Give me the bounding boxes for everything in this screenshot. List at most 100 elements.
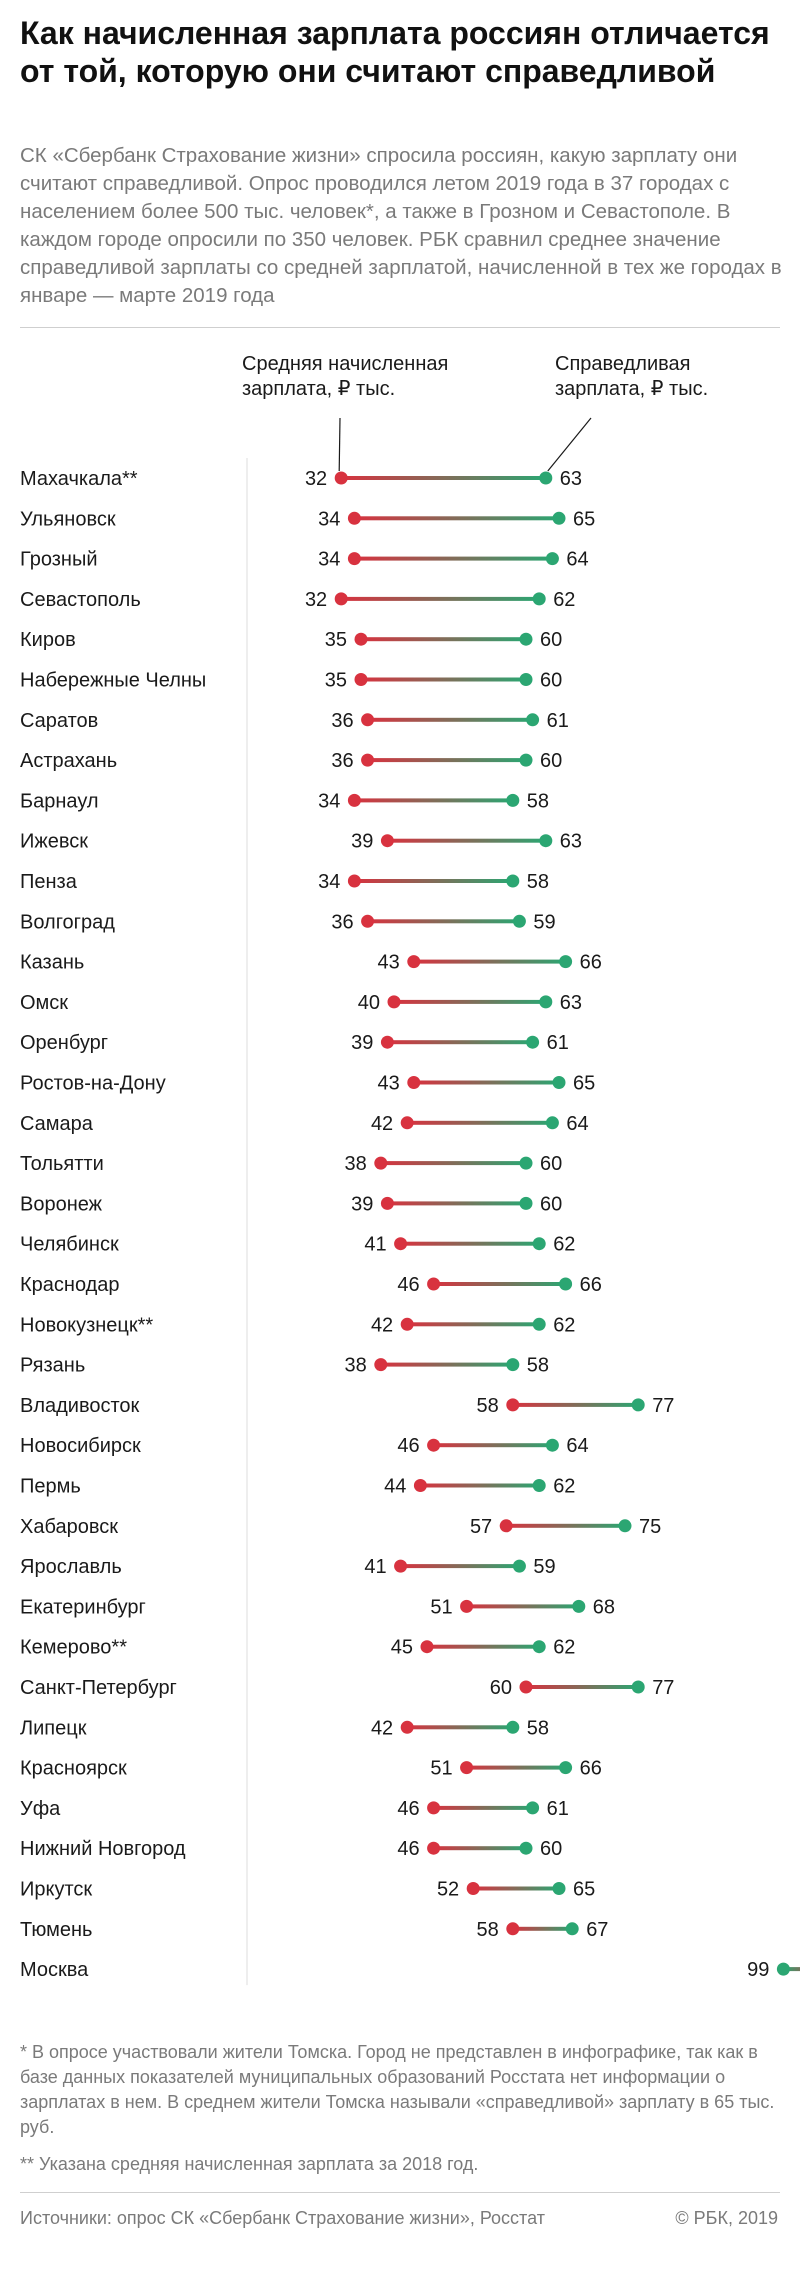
fair-dot (618, 1519, 632, 1533)
fair-dot (552, 1076, 566, 1089)
fair-value-label: 60 (540, 1193, 562, 1215)
dumbbell-connector (473, 1886, 559, 1891)
bottom-divider (20, 2192, 780, 2193)
accrued-value-label: 36 (331, 710, 353, 732)
fair-value-label: 61 (547, 1798, 569, 1820)
city-label: Ярославль (20, 1556, 122, 1578)
accrued-value-label: 34 (318, 549, 340, 571)
fair-value-label: 62 (553, 1314, 575, 1336)
fair-dot (631, 1680, 645, 1694)
city-label: Казань (20, 952, 84, 974)
accrued-value-label: 42 (371, 1717, 393, 1739)
dumbbell-connector (400, 1241, 540, 1246)
fair-dot (532, 1479, 546, 1492)
city-label: Кемерово** (20, 1637, 127, 1659)
accrued-dot (334, 592, 348, 606)
fair-dot (572, 1599, 586, 1613)
fair-value-label: 63 (560, 831, 582, 853)
accrued-dot (347, 874, 361, 888)
accrued-dot (519, 1680, 533, 1694)
fair-value-label: 62 (553, 1234, 575, 1256)
fair-dot (559, 1277, 573, 1291)
fair-dot (506, 874, 520, 888)
accrued-value-label: 34 (318, 508, 340, 530)
fair-value-label: 61 (547, 710, 569, 732)
fair-dot (532, 1237, 546, 1251)
fair-dot (539, 995, 553, 1009)
fair-dot (565, 1922, 579, 1936)
accrued-value-label: 34 (318, 871, 340, 893)
accrued-dot (427, 1841, 441, 1855)
accrued-dot (506, 1922, 520, 1936)
fair-dot (519, 753, 533, 767)
accrued-dot (466, 1882, 480, 1895)
fair-value-label: 65 (573, 508, 595, 530)
dumbbell-connector (407, 1120, 553, 1125)
city-label: Набережные Челны (20, 670, 206, 692)
dumbbell-connector (526, 1685, 639, 1689)
city-label: Ижевск (20, 831, 88, 853)
city-label: Красноярск (20, 1758, 127, 1780)
footnotes: * В опросе участвовали жители Томска. Го… (20, 2040, 780, 2189)
accrued-value-label: 36 (331, 750, 353, 772)
legend-accrued-line1: Средняя начисленная (242, 353, 448, 375)
city-label: Нижний Новгород (20, 1838, 186, 1860)
dumbbell-connector (354, 798, 513, 803)
fair-dot (526, 713, 540, 727)
accrued-value-label: 44 (384, 1476, 406, 1498)
accrued-value-label: 51 (430, 1758, 452, 1780)
fair-dot (545, 1116, 559, 1130)
fair-value-label: 58 (527, 871, 549, 893)
accrued-dot (427, 1801, 441, 1815)
accrued-dot (374, 1358, 388, 1372)
city-label: Иркутск (20, 1879, 92, 1901)
fair-dot (519, 1156, 533, 1170)
fair-value-label: 62 (553, 1476, 575, 1498)
city-label: Воронеж (20, 1193, 103, 1215)
fair-value-label: 65 (573, 1073, 595, 1095)
fair-dot (526, 1035, 540, 1049)
accrued-value-label: 38 (345, 1153, 367, 1175)
dumbbell-connector (512, 1402, 639, 1407)
fair-dot (545, 552, 559, 566)
footnote-2018: ** Указана средняя начисленная зарплата … (20, 2154, 479, 2174)
dumbbell-connector (341, 476, 546, 480)
accrued-dot (407, 1076, 421, 1089)
city-label: Екатеринбург (20, 1596, 146, 1618)
dumbbell-connector (341, 596, 540, 601)
accrued-value-label: 42 (371, 1314, 393, 1336)
city-label: Омск (20, 992, 68, 1014)
fair-value-label: 60 (540, 629, 562, 651)
city-label: Барнаул (20, 790, 99, 812)
accrued-dot (427, 1438, 441, 1452)
source-text: Источники: опрос СК «Сбербанк Страховани… (20, 2208, 545, 2228)
legend-leader-fair (547, 417, 592, 472)
city-label: Пермь (20, 1476, 81, 1498)
fair-value-label: 64 (566, 549, 588, 571)
fair-value-label: 59 (533, 1556, 555, 1578)
accrued-dot (347, 552, 361, 566)
dumbbell-connector (354, 879, 513, 883)
accrued-value-label: 39 (351, 831, 373, 853)
fair-value-label: 75 (639, 1516, 661, 1538)
dumbbell-chart: Средняя начисленная зарплата, ₽ тыс.Справ… (20, 353, 800, 1986)
dumbbell-connector (400, 1564, 520, 1569)
accrued-dot (354, 632, 368, 646)
city-label: Саратов (20, 710, 98, 732)
page-title: Как начисленная зарплата россиян отличае… (20, 15, 770, 89)
dumbbell-connector (407, 1725, 513, 1730)
fair-dot (532, 1640, 546, 1654)
fair-value-label: 66 (580, 1274, 602, 1296)
fair-dot (526, 1801, 540, 1815)
fair-value-label: 65 (573, 1879, 595, 1901)
city-label: Тольятти (20, 1153, 104, 1175)
fair-dot (552, 511, 566, 525)
dumbbell-connector (367, 919, 520, 924)
legend-fair: Справедливая зарплата, ₽ тыс. (555, 353, 708, 400)
fair-dot (506, 1358, 520, 1372)
dumbbell-connector (433, 1282, 566, 1286)
fair-value-label: 64 (566, 1113, 588, 1135)
fair-dot (519, 673, 533, 686)
accrued-dot (334, 471, 348, 485)
accrued-value-label: 32 (305, 468, 327, 490)
